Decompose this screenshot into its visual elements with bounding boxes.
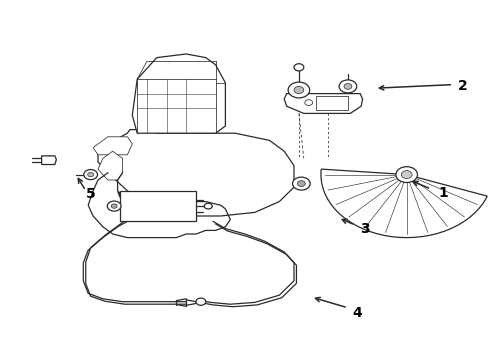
Polygon shape: [98, 130, 294, 216]
Text: 5: 5: [86, 188, 96, 201]
Text: 2: 2: [458, 80, 468, 93]
Bar: [316, 96, 348, 110]
Text: 6: 6: [135, 204, 145, 217]
Polygon shape: [284, 94, 363, 113]
Bar: [120, 191, 196, 221]
Circle shape: [182, 203, 190, 209]
Circle shape: [396, 167, 417, 183]
Circle shape: [44, 156, 56, 165]
Circle shape: [288, 82, 310, 98]
Circle shape: [294, 64, 304, 71]
Circle shape: [305, 100, 313, 105]
Circle shape: [294, 86, 304, 94]
Circle shape: [204, 203, 212, 209]
Polygon shape: [98, 151, 122, 180]
Circle shape: [293, 177, 310, 190]
Wedge shape: [321, 169, 487, 238]
Text: 4: 4: [353, 306, 363, 320]
Circle shape: [111, 204, 117, 208]
Circle shape: [196, 298, 206, 305]
Circle shape: [107, 201, 121, 211]
Circle shape: [401, 171, 412, 179]
Circle shape: [84, 170, 98, 180]
Circle shape: [88, 172, 94, 177]
Circle shape: [339, 80, 357, 93]
Circle shape: [297, 181, 305, 186]
Circle shape: [344, 84, 352, 89]
Polygon shape: [93, 137, 132, 155]
Text: 3: 3: [360, 222, 370, 235]
Polygon shape: [42, 156, 56, 165]
Polygon shape: [132, 54, 225, 133]
Text: 1: 1: [439, 186, 448, 199]
